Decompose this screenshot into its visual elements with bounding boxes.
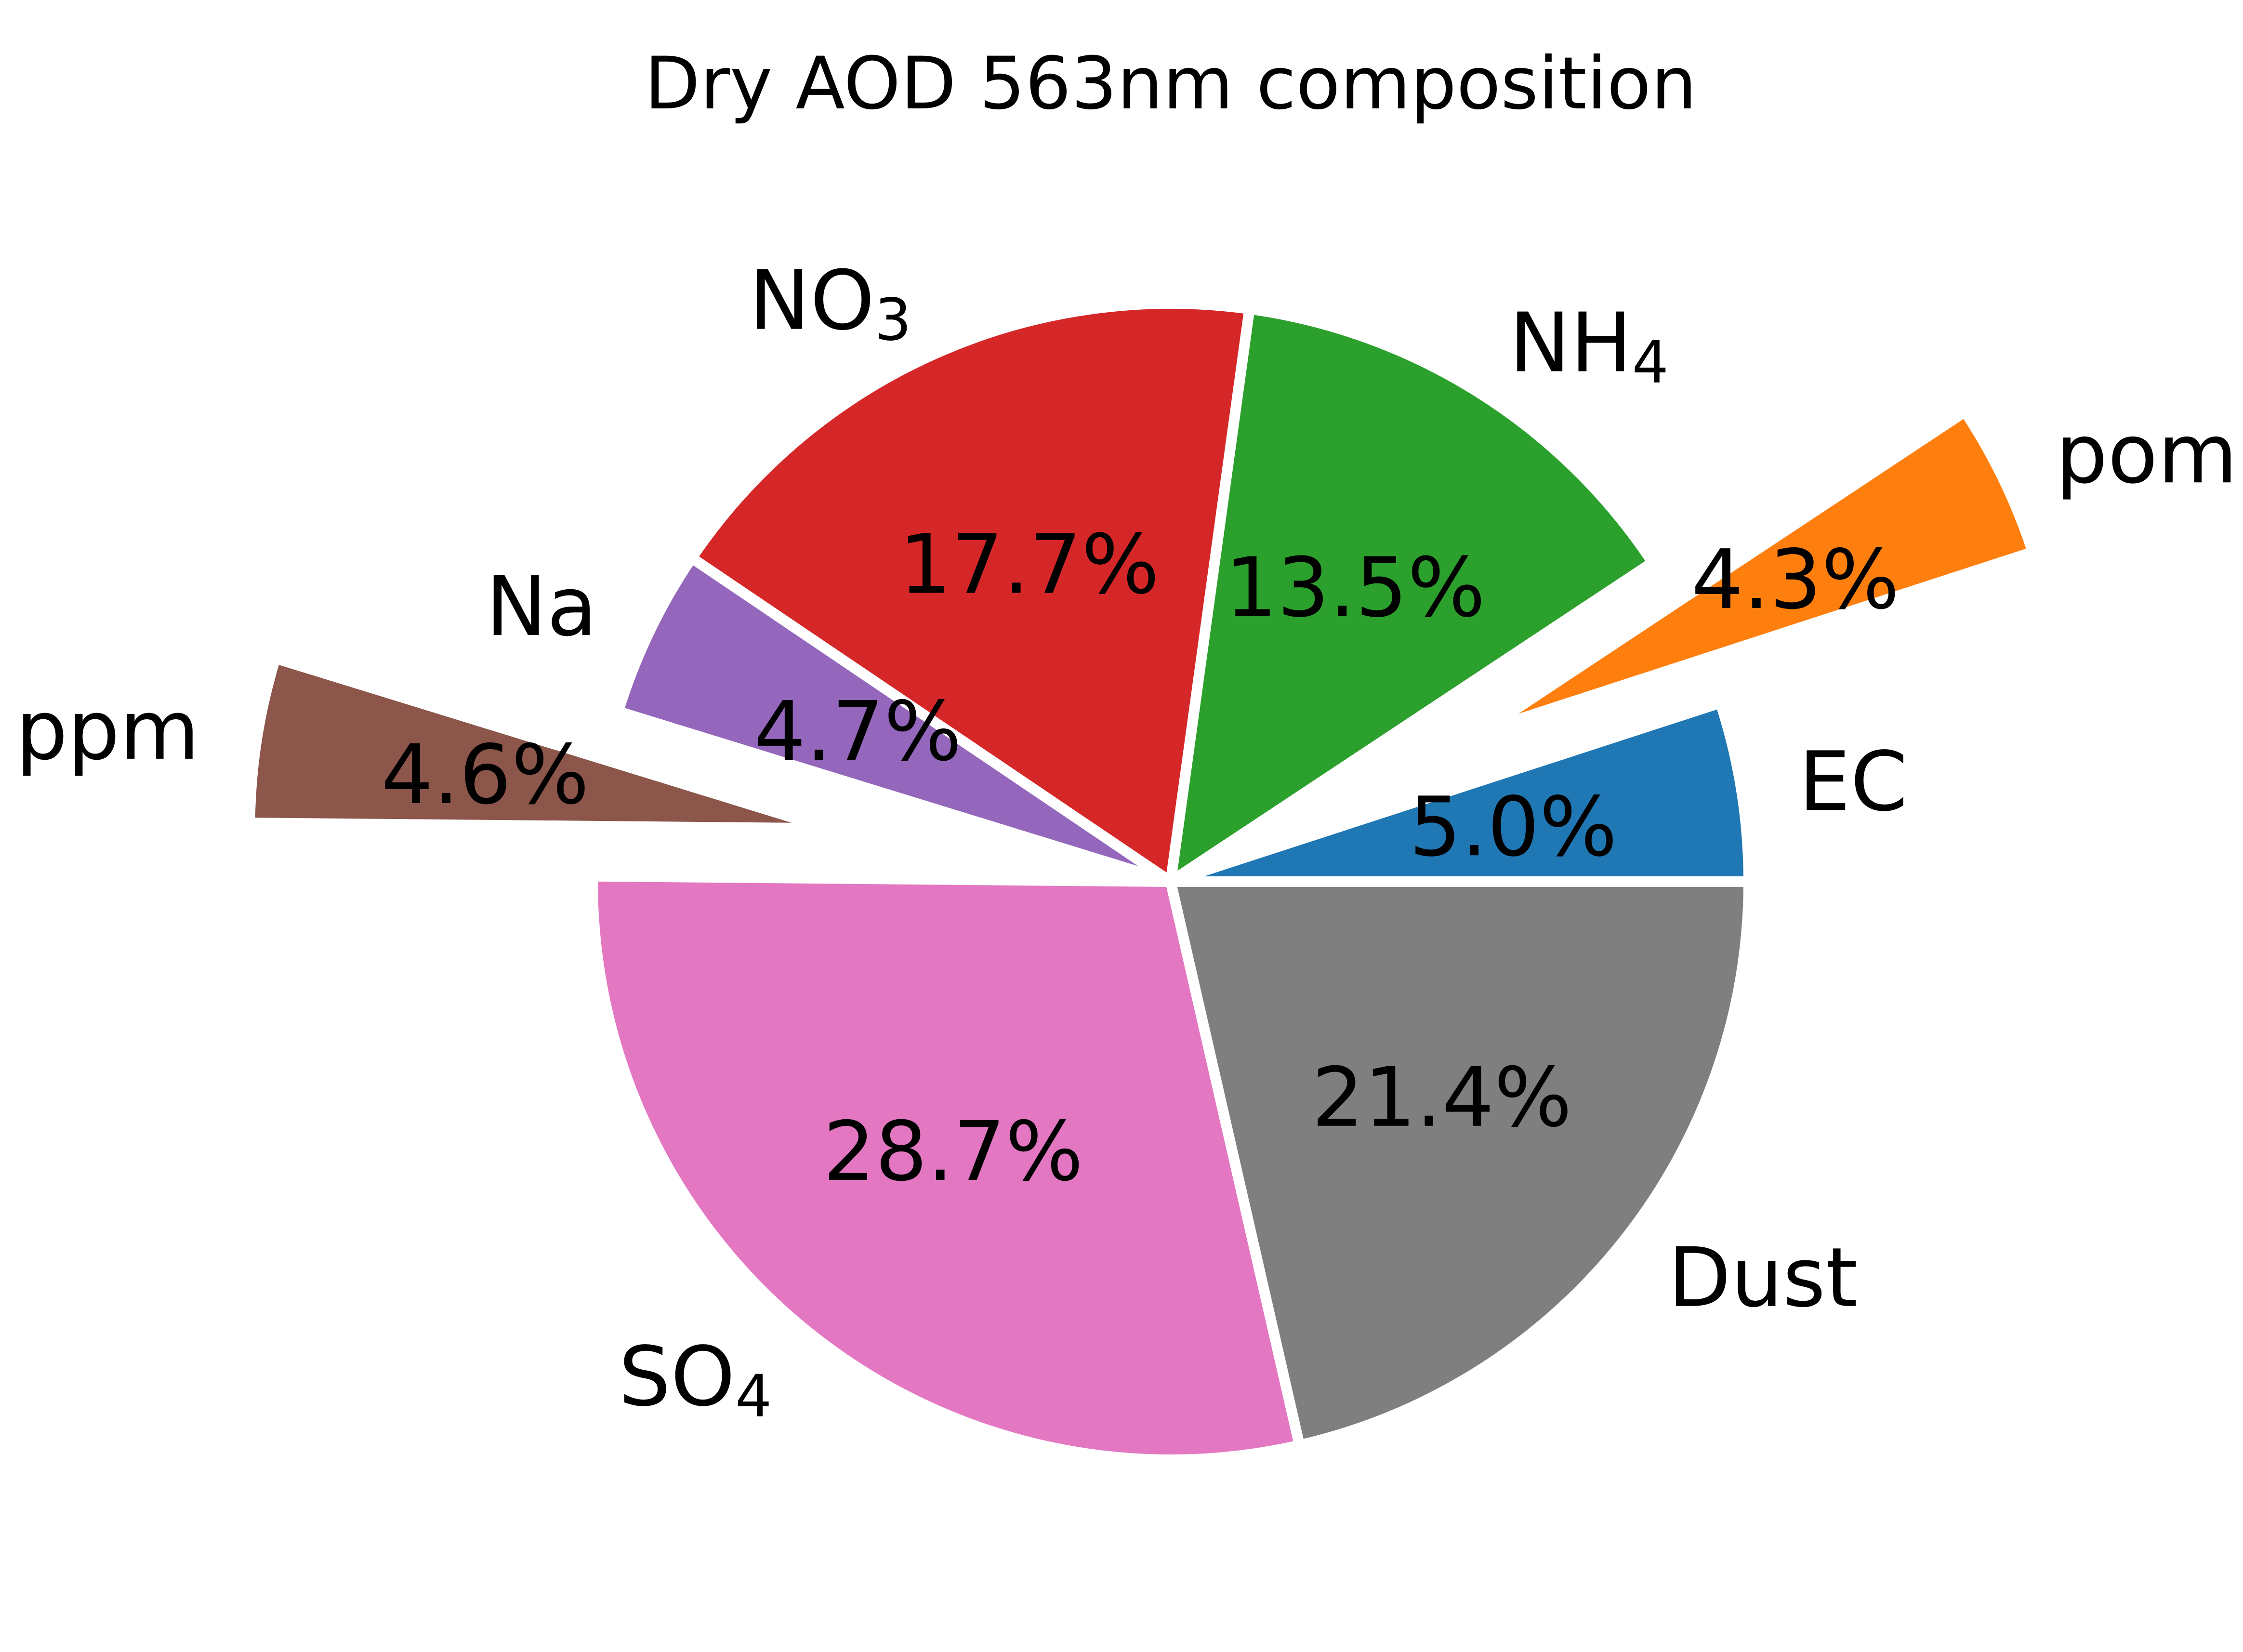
pie-slice-ppm: [244, 651, 830, 834]
pie-slice-dust: [1164, 876, 1755, 1452]
pct-label-no3: 17.7%: [899, 517, 1159, 613]
pie-slice-so4: [587, 871, 1306, 1465]
slice-label-nh4: NH4: [1509, 296, 1669, 396]
pie-slice-na: [611, 550, 1174, 887]
slice-label-ec: EC: [1799, 734, 1908, 830]
pct-label-ppm: 4.6%: [381, 727, 589, 823]
slice-label-ppm: ppm: [16, 683, 199, 779]
pie-slice-no3: [684, 298, 1256, 891]
percent-labels: 5.0% 4.3% 13.5% 17.7% 4.7% 4.6% 28.7% 21.4%: [381, 517, 1900, 1200]
slice-label-so4: SO4: [619, 1329, 772, 1430]
pct-label-pom: 4.3%: [1691, 532, 1900, 628]
pct-label-dust: 21.4%: [1312, 1050, 1572, 1146]
slice-label-no3: NO3: [749, 253, 911, 354]
pie-slice-pom: [1480, 404, 2040, 736]
slice-label-dust: Dust: [1668, 1230, 1858, 1326]
pct-label-ec: 5.0%: [1409, 780, 1617, 875]
chart-title: Dry AOD 563nm composition: [645, 42, 1697, 126]
pie-slice-nh4: [1163, 303, 1660, 893]
slice-label-na: Na: [486, 559, 597, 655]
pct-label-so4: 28.7%: [823, 1104, 1083, 1200]
pct-label-nh4: 13.5%: [1225, 540, 1485, 635]
slice-labels: EC pom NH4 NO3 Na ppm SO4 Dust: [16, 253, 2238, 1430]
pie-slice-ec: [1169, 696, 1755, 887]
slice-label-pom: pom: [2056, 407, 2238, 502]
pie-slices: [244, 298, 2040, 1465]
pct-label-na: 4.7%: [754, 684, 962, 780]
